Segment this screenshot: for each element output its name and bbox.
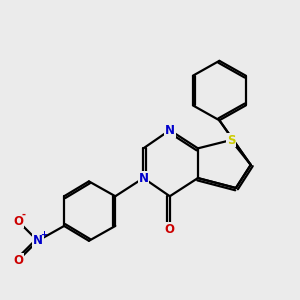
Text: O: O: [13, 214, 23, 227]
Text: N: N: [33, 234, 43, 247]
Text: -: -: [22, 210, 26, 220]
Text: S: S: [227, 134, 235, 147]
Text: +: +: [40, 230, 47, 239]
Text: N: N: [165, 124, 175, 137]
Text: O: O: [165, 223, 175, 236]
Text: O: O: [13, 254, 23, 267]
Text: N: N: [138, 172, 148, 184]
